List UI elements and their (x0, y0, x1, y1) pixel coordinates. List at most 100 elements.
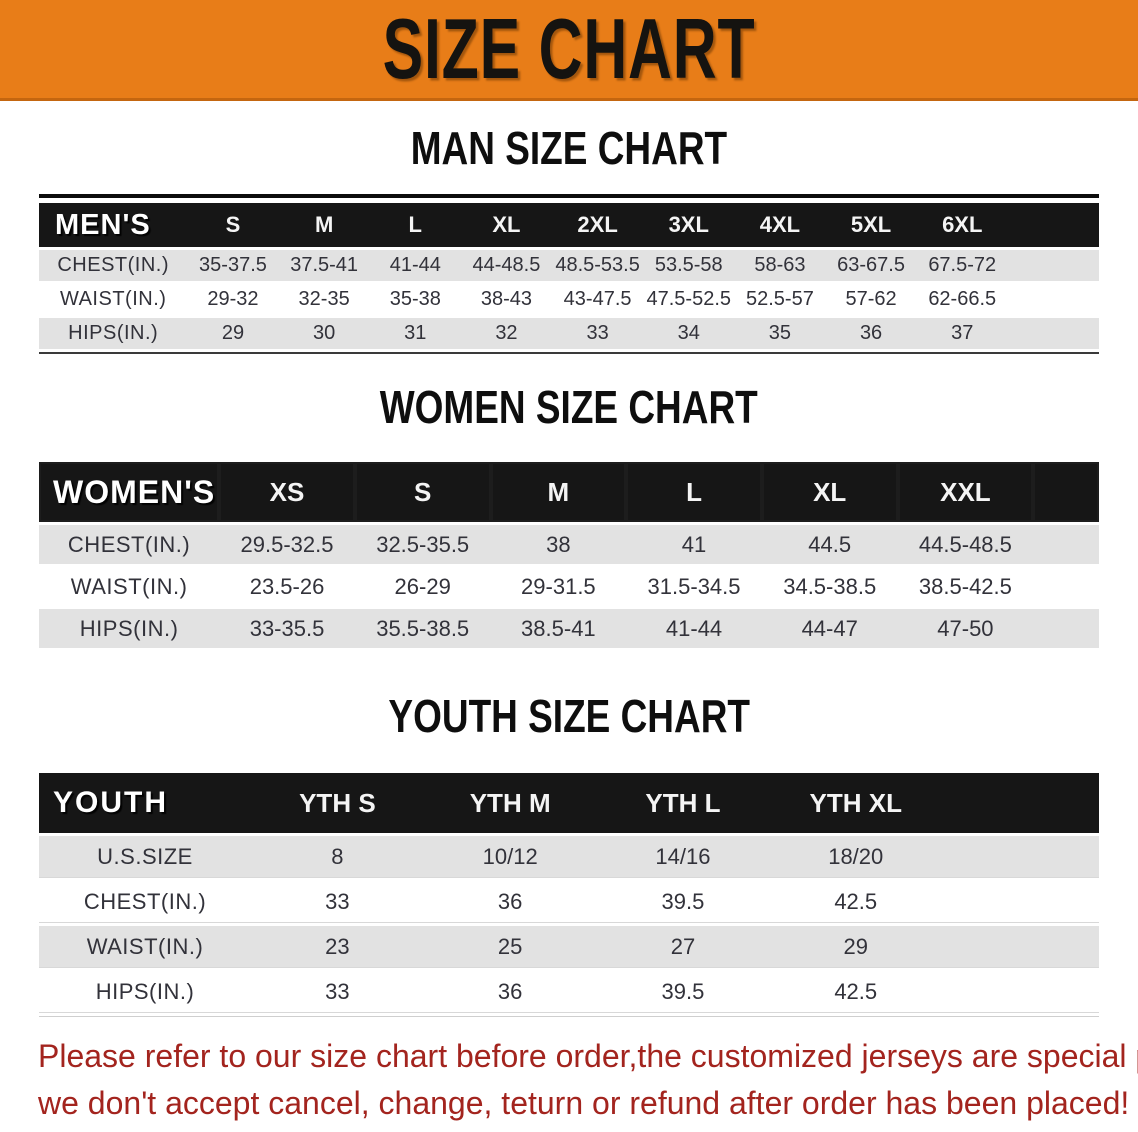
size-cell: 37.5-41 (278, 250, 370, 281)
women-size-table: WOMEN'S XS S M L XL XXL CHEST(IN.) 29.5-32.5 32.5… (39, 459, 1099, 651)
row-label: WAIST(IN.) (39, 284, 188, 315)
disclaimer-line-2: we don't accept cancel, change, teturn o… (38, 1085, 1130, 1122)
row-label: HIPS(IN.) (39, 609, 220, 648)
row-label: U.S.SIZE (39, 836, 251, 878)
men-size-table: MEN'S S M L XL 2XL 3XL 4XL 5XL 6XL CHEST(IN.) 35-37… (39, 200, 1099, 352)
size-cell: 57-62 (825, 284, 917, 315)
men-column-header-l: L (369, 203, 461, 247)
size-cell: 44.5-48.5 (897, 525, 1034, 564)
disclaimer-line-1: Please refer to our size chart before or… (38, 1038, 1138, 1074)
size-cell: 32.5-35.5 (354, 525, 491, 564)
size-cell: 42.5 (769, 971, 943, 1013)
youth-column-header-yth-xl: YTH XL (769, 773, 943, 833)
women-row-chest-in-: CHEST(IN.) 29.5-32.5 32.5-35.5 38 41 44.5 44.5… (39, 525, 1099, 564)
men-header-spacer (1007, 203, 1099, 247)
women-heading-text: WOMEN SIZE CHART (379, 382, 758, 434)
men-heading-text: MAN SIZE CHART (410, 123, 728, 175)
size-cell: 44-47 (761, 609, 898, 648)
size-cell: 37 (916, 318, 1008, 349)
youth-column-header-yth-m: YTH M (423, 773, 597, 833)
row-label: CHEST(IN.) (39, 881, 251, 923)
size-cell: 58-63 (734, 250, 826, 281)
row-spacer (942, 881, 1099, 923)
size-cell: 35-38 (369, 284, 461, 315)
men-section: MAN SIZE CHART MEN'S S M L XL 2XL 3XL 4XL 5XL 6XL C… (0, 123, 1138, 354)
size-cell: 34.5-38.5 (761, 567, 898, 606)
size-cell: 33-35.5 (219, 609, 355, 648)
size-cell: 39.5 (596, 971, 770, 1013)
banner: SIZE CHART (0, 0, 1138, 101)
size-cell: 53.5-58 (643, 250, 735, 281)
men-column-header-m: M (278, 203, 370, 247)
youth-header-row: YOUTH YTH S YTH M YTH L YTH XL (39, 773, 1099, 833)
row-spacer (1007, 250, 1099, 281)
size-cell: 38.5-41 (490, 609, 627, 648)
men-header-row: MEN'S S M L XL 2XL 3XL 4XL 5XL 6XL (39, 203, 1099, 247)
youth-column-header-yth-s: YTH S (251, 773, 424, 833)
size-cell: 29 (187, 318, 279, 349)
size-cell: 41-44 (369, 250, 461, 281)
men-row-hips-in-: HIPS(IN.) 29 30 31 32 33 34 35 36 37 (39, 318, 1099, 349)
size-cell: 29 (769, 926, 943, 968)
size-cell: 29-32 (187, 284, 279, 315)
size-cell: 36 (825, 318, 917, 349)
size-cell: 36 (423, 971, 597, 1013)
size-cell: 35-37.5 (187, 250, 279, 281)
women-column-header-m: M (490, 462, 627, 522)
size-cell: 38-43 (460, 284, 553, 315)
women-group-label: WOMEN'S (39, 462, 220, 522)
size-cell: 26-29 (354, 567, 491, 606)
size-cell: 39.5 (596, 881, 770, 923)
size-cell: 30 (278, 318, 370, 349)
women-row-hips-in-: HIPS(IN.) 33-35.5 35.5-38.5 38.5-41 41-44 44-… (39, 609, 1099, 648)
size-cell: 44.5 (761, 525, 898, 564)
women-column-header-xs: XS (219, 462, 355, 522)
men-column-header-xl: XL (460, 203, 553, 247)
size-cell: 33 (251, 881, 424, 923)
size-cell: 29-31.5 (490, 567, 627, 606)
men-column-header-3xl: 3XL (643, 203, 735, 247)
row-spacer (942, 971, 1099, 1013)
size-cell: 23.5-26 (219, 567, 355, 606)
women-column-header-s: S (354, 462, 491, 522)
size-cell: 25 (423, 926, 597, 968)
size-cell: 35 (734, 318, 826, 349)
size-cell: 67.5-72 (916, 250, 1008, 281)
row-label: CHEST(IN.) (39, 250, 188, 281)
size-cell: 41 (626, 525, 762, 564)
size-cell: 34 (643, 318, 735, 349)
men-heading: MAN SIZE CHART (0, 123, 1138, 175)
row-spacer (942, 836, 1099, 878)
women-header-spacer (1033, 462, 1099, 522)
size-cell: 32 (460, 318, 553, 349)
size-chart-sections: MAN SIZE CHART MEN'S S M L XL 2XL 3XL 4XL 5XL 6XL C… (0, 123, 1138, 1017)
disclaimer: Please refer to our size chart before or… (32, 1033, 1138, 1128)
women-header-row: WOMEN'S XS S M L XL XXL (39, 462, 1099, 522)
row-label: CHEST(IN.) (39, 525, 220, 564)
women-column-header-xl: XL (761, 462, 898, 522)
size-cell: 33 (251, 971, 424, 1013)
size-cell: 44-48.5 (460, 250, 553, 281)
youth-size-table: YOUTH YTH S YTH M YTH L YTH XL U.S.SIZE 8 10/12… (39, 770, 1099, 1016)
youth-heading-text: YOUTH SIZE CHART (388, 691, 750, 743)
men-column-header-6xl: 6XL (916, 203, 1008, 247)
row-label: WAIST(IN.) (39, 926, 251, 968)
youth-section: YOUTH SIZE CHART YOUTH YTH S YTH M YTH L YTH … (0, 691, 1138, 1017)
youth-row-waist-in-: WAIST(IN.) 23 25 27 29 (39, 926, 1099, 968)
size-cell: 41-44 (626, 609, 762, 648)
row-spacer (942, 926, 1099, 968)
size-cell: 43-47.5 (552, 284, 644, 315)
row-spacer (1033, 567, 1099, 606)
row-spacer (1033, 609, 1099, 648)
size-cell: 63-67.5 (825, 250, 917, 281)
men-column-header-2xl: 2XL (552, 203, 644, 247)
size-cell: 32-35 (278, 284, 370, 315)
row-label: HIPS(IN.) (39, 318, 188, 349)
size-cell: 35.5-38.5 (354, 609, 491, 648)
women-column-header-l: L (626, 462, 762, 522)
youth-column-header-yth-l: YTH L (596, 773, 770, 833)
size-cell: 8 (251, 836, 424, 878)
size-cell: 33 (552, 318, 644, 349)
size-cell: 31 (369, 318, 461, 349)
